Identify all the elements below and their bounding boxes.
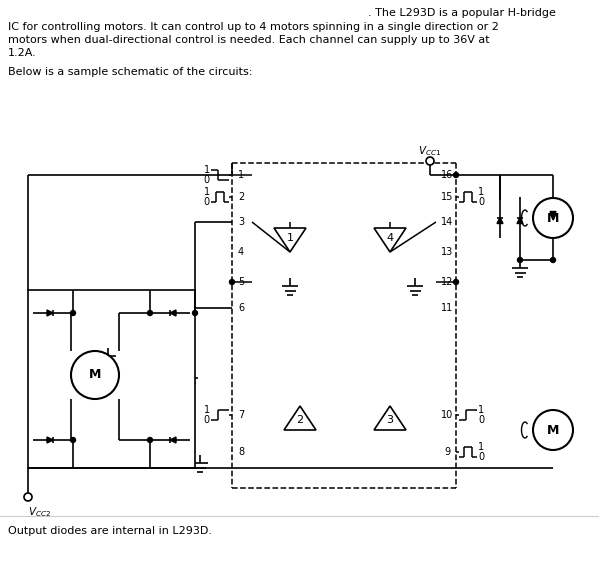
Text: 14: 14 <box>441 217 453 227</box>
Polygon shape <box>274 228 306 252</box>
Text: 9: 9 <box>444 447 450 457</box>
Text: motors when dual-directional control is needed. Each channel can supply up to 36: motors when dual-directional control is … <box>8 35 489 45</box>
Text: . The L293D is a popular H-bridge: . The L293D is a popular H-bridge <box>368 8 556 18</box>
Text: $V_{CC2}$: $V_{CC2}$ <box>28 505 51 519</box>
Polygon shape <box>374 228 406 252</box>
Text: 0: 0 <box>204 197 210 207</box>
Text: Below is a sample schematic of the circuits:: Below is a sample schematic of the circu… <box>8 67 252 77</box>
Polygon shape <box>517 217 523 224</box>
Text: 1: 1 <box>204 187 210 197</box>
Text: M: M <box>547 423 559 436</box>
Circle shape <box>24 493 32 501</box>
Text: 1: 1 <box>478 405 484 415</box>
Text: 5: 5 <box>238 277 244 287</box>
Text: 11: 11 <box>441 303 453 313</box>
Text: IC for controlling motors. It can control up to 4 motors spinning in a single di: IC for controlling motors. It can contro… <box>8 22 499 32</box>
Polygon shape <box>497 217 503 224</box>
Polygon shape <box>170 437 176 443</box>
Text: 8: 8 <box>238 447 244 457</box>
Text: 1.2A.: 1.2A. <box>8 48 37 58</box>
Text: 7: 7 <box>238 410 244 420</box>
Text: 3: 3 <box>386 415 394 425</box>
Text: 2: 2 <box>297 415 304 425</box>
Polygon shape <box>550 212 556 217</box>
Text: 1: 1 <box>478 187 484 197</box>
Text: M: M <box>89 368 101 382</box>
Text: 10: 10 <box>441 410 453 420</box>
Text: 4: 4 <box>386 233 394 243</box>
Text: 4: 4 <box>238 247 244 257</box>
Text: 3: 3 <box>238 217 244 227</box>
Text: 13: 13 <box>441 247 453 257</box>
Text: 1: 1 <box>238 170 244 180</box>
Circle shape <box>550 257 555 263</box>
Circle shape <box>533 410 573 450</box>
Circle shape <box>192 311 198 316</box>
Text: 1: 1 <box>204 165 210 175</box>
Polygon shape <box>374 406 406 430</box>
Text: 1: 1 <box>204 405 210 415</box>
Circle shape <box>518 257 522 263</box>
Text: 6: 6 <box>238 303 244 313</box>
FancyBboxPatch shape <box>28 290 195 468</box>
Polygon shape <box>170 310 176 316</box>
Text: 0: 0 <box>478 197 484 207</box>
Text: 15: 15 <box>441 192 453 202</box>
Text: 0: 0 <box>204 415 210 425</box>
Text: 0: 0 <box>204 175 210 185</box>
Circle shape <box>426 157 434 165</box>
Circle shape <box>453 173 458 177</box>
Circle shape <box>533 198 573 238</box>
Circle shape <box>147 438 153 443</box>
Text: M: M <box>547 212 559 224</box>
Circle shape <box>71 311 75 316</box>
Polygon shape <box>47 310 53 316</box>
Text: 12: 12 <box>441 277 453 287</box>
Circle shape <box>71 438 75 443</box>
Text: Output diodes are internal in L293D.: Output diodes are internal in L293D. <box>8 526 212 536</box>
Text: 2: 2 <box>238 192 244 202</box>
Circle shape <box>71 351 119 399</box>
Text: 16: 16 <box>441 170 453 180</box>
Text: 0: 0 <box>478 452 484 462</box>
Text: 0: 0 <box>478 415 484 425</box>
Text: $V_{CC1}$: $V_{CC1}$ <box>418 144 441 158</box>
Text: 1: 1 <box>478 442 484 452</box>
Polygon shape <box>47 437 53 443</box>
Circle shape <box>453 280 458 284</box>
Polygon shape <box>284 406 316 430</box>
Circle shape <box>229 280 234 284</box>
Circle shape <box>147 311 153 316</box>
Text: 1: 1 <box>286 233 294 243</box>
